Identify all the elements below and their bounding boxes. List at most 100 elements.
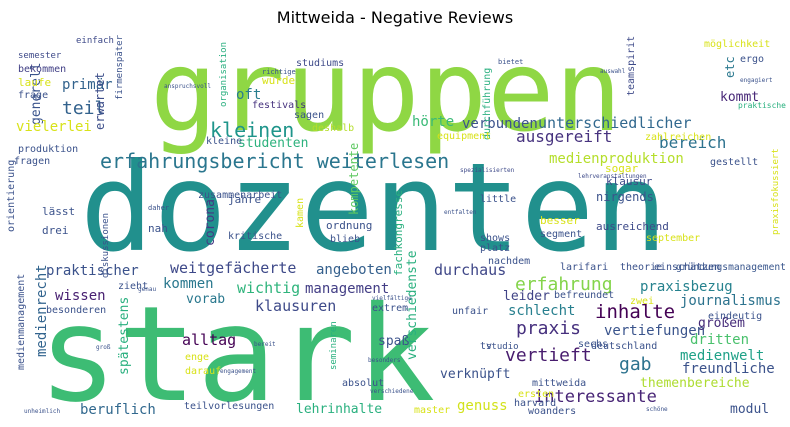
word-studio: studio (486, 342, 519, 352)
word-kamen: kamen (295, 198, 306, 228)
word-leider: leider (503, 289, 550, 304)
word-gründungsmanagement: gründungsmanagement (676, 262, 786, 273)
word-bietet: bietet (498, 58, 523, 66)
word-praxisbezug: praxisbezug (640, 279, 733, 295)
word-entfalten: entfalten (444, 209, 477, 216)
word-nah: nah (148, 222, 168, 235)
word-sogar: sogar (605, 162, 638, 175)
word-ergo: ergo (740, 54, 764, 65)
word-journalismus: journalismus (680, 293, 781, 309)
word-erfahrung: erfahrung (515, 274, 613, 295)
word-management: management (305, 281, 389, 297)
word-teil: teil (62, 98, 105, 119)
word-klausuren: klausuren (255, 297, 336, 315)
word-theorie: theorie (620, 262, 662, 273)
word-klausur: klausur (606, 175, 653, 188)
word-wichtig: wichtig (237, 279, 300, 297)
word-großem: großem (698, 316, 745, 331)
word-vielfältige: vielfältige (372, 295, 412, 302)
word-corona: corona (203, 199, 218, 246)
word-woanders: woanders (528, 406, 576, 417)
word-mittweida: mittweida (532, 378, 586, 389)
chart-title: Mittweida - Negative Reviews (276, 8, 514, 27)
word-segment: segment (540, 229, 582, 240)
word-semester: semester (18, 51, 62, 61)
word-modul: modul (730, 402, 769, 417)
word-zieht: zieht (118, 281, 148, 292)
word-kleinen: kleinen (210, 118, 294, 142)
word-ausreichend: ausreichend (596, 220, 669, 233)
word-medienwelt: medienwelt (680, 348, 764, 364)
word-nirgends: nirgends (596, 190, 654, 204)
word-produktion: produktion (18, 144, 78, 155)
word-möglichkeit: möglichkeit (704, 39, 770, 50)
word-lässt: lässt (42, 205, 75, 218)
word-beruflich: beruflich (80, 402, 156, 418)
word-erfahrungsbericht-weiterlesen: erfahrungsbericht weiterlesen (100, 149, 449, 173)
word-primär: primär (62, 77, 113, 93)
word-absolut: absolut (342, 378, 384, 389)
word-lehrinhalte: lehrinhalte (296, 402, 382, 417)
word-medienrecht: medienrecht (34, 264, 50, 357)
word-bekommen: bekommen (18, 64, 66, 75)
word-firmenspäter: firmenspäter (115, 34, 125, 100)
word-vertiefungen: vertiefungen (604, 323, 705, 339)
word-genau: genau (138, 286, 156, 293)
word-kleine: kleine (206, 136, 242, 147)
word-bereich: bereich (659, 133, 726, 152)
word-etc: etc (723, 56, 737, 78)
word-richtige: richtige (262, 68, 296, 76)
word-gestellt: gestellt (710, 157, 758, 168)
word-interessante: interessante (534, 387, 657, 407)
word-generell: generell (29, 62, 44, 125)
word-kommen: kommen (163, 276, 214, 292)
word-besonders: besonders (368, 357, 401, 364)
word-genuss: genuss (457, 398, 508, 414)
word-praxis: praxis (516, 318, 581, 339)
word-medienproduktion: medienproduktion (549, 151, 684, 167)
word-drei: drei (42, 224, 69, 237)
word-sagen: sagen (294, 110, 324, 121)
word-verschiedene: verschiedene (370, 388, 414, 395)
word-angeboten: angeboten (316, 262, 392, 278)
word-auswahl: auswahl (600, 68, 626, 75)
word-weitgefächerte: weitgefächerte (170, 259, 296, 277)
word-kritische: kritische (228, 231, 282, 242)
word-themenbereiche: themenbereiche (640, 376, 750, 391)
word-verknüpft: verknüpft (440, 367, 510, 382)
word-darauf: darauf (185, 366, 221, 377)
word-laufe: laufe (18, 76, 51, 89)
word-master: master (414, 405, 450, 416)
word-teilvorlesungen: teilvorlesungen (184, 401, 274, 412)
word-praktische: praktische (738, 101, 786, 110)
word-vertieft: vertieft (505, 345, 592, 366)
word-deshalb: deshalb (312, 123, 354, 134)
word-orientierung: orientierung (6, 160, 17, 232)
word-verbunden: verbunden (462, 116, 538, 132)
word-studenten: studenten (238, 136, 308, 151)
word-stark: stark (38, 278, 435, 427)
word-vorab: vorab (186, 292, 225, 307)
word-praxisfokussiert: praxisfokussiert (771, 148, 781, 235)
word-enge: enge (185, 352, 209, 363)
word-september: september (646, 233, 700, 244)
word-extrem: extrem (372, 303, 408, 314)
word-harvard: harvard (514, 398, 556, 409)
word-durchführung: durchführung (482, 68, 493, 140)
word-vielerlei: vielerlei (16, 119, 92, 135)
word-kommt: kommt (720, 90, 759, 105)
word-kompetente: kompetente (347, 143, 361, 215)
word-lehrveranstaltungen: lehrveranstaltungen (578, 173, 647, 180)
word-gab: gab (619, 354, 652, 375)
word-unterschiedlicher: unterschiedlicher (538, 114, 692, 132)
word-platz: platz (480, 243, 510, 254)
word-organisation: organisation (219, 42, 229, 107)
word-unfair: unfair (452, 306, 488, 317)
word-alltag: alltag (182, 331, 236, 349)
word-freundliche: freundliche (682, 361, 775, 377)
word-einfach: einfach (76, 36, 114, 46)
word-spaß: spaß (378, 334, 409, 349)
word-medienmanagement: medienmanagement (16, 274, 27, 370)
word-gruppen: gruppen (150, 27, 622, 157)
word-groß: groß (96, 344, 111, 351)
